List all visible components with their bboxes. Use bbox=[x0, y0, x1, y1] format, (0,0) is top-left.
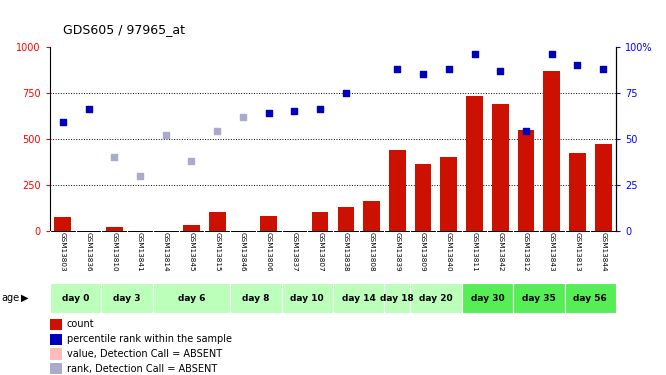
Point bbox=[444, 66, 454, 72]
Bar bbox=[462, 283, 513, 313]
Bar bbox=[543, 71, 560, 231]
Point bbox=[186, 158, 196, 164]
Text: GSM13843: GSM13843 bbox=[549, 232, 555, 272]
Text: GSM13842: GSM13842 bbox=[498, 232, 503, 272]
Bar bbox=[333, 283, 384, 313]
Bar bbox=[101, 283, 153, 313]
Text: GSM13838: GSM13838 bbox=[343, 232, 349, 272]
Text: day 30: day 30 bbox=[471, 294, 504, 303]
Bar bbox=[50, 348, 62, 360]
Text: GSM13837: GSM13837 bbox=[292, 232, 298, 272]
Bar bbox=[492, 104, 509, 231]
Text: day 8: day 8 bbox=[242, 294, 270, 303]
Text: GSM13808: GSM13808 bbox=[368, 232, 374, 272]
Bar bbox=[338, 207, 354, 231]
Bar bbox=[466, 96, 483, 231]
Bar bbox=[384, 283, 410, 313]
Text: count: count bbox=[67, 319, 94, 329]
Point bbox=[546, 51, 557, 57]
Text: day 14: day 14 bbox=[342, 294, 376, 303]
Text: GSM13811: GSM13811 bbox=[472, 232, 478, 272]
Text: GSM13813: GSM13813 bbox=[575, 232, 581, 272]
Point bbox=[598, 66, 609, 72]
Point bbox=[521, 128, 531, 134]
Text: rank, Detection Call = ABSENT: rank, Detection Call = ABSENT bbox=[67, 364, 217, 374]
Point bbox=[289, 108, 300, 114]
Text: day 35: day 35 bbox=[522, 294, 555, 303]
Text: value, Detection Call = ABSENT: value, Detection Call = ABSENT bbox=[67, 349, 222, 359]
Point bbox=[83, 106, 94, 112]
Text: GSM13845: GSM13845 bbox=[188, 232, 194, 272]
Point bbox=[418, 71, 428, 78]
Point bbox=[392, 66, 403, 72]
Bar bbox=[565, 283, 616, 313]
Bar bbox=[410, 283, 462, 313]
Point bbox=[495, 68, 505, 74]
Bar bbox=[363, 201, 380, 231]
Bar bbox=[50, 333, 62, 345]
Point bbox=[315, 106, 326, 112]
Bar bbox=[183, 225, 200, 231]
Point bbox=[238, 114, 248, 120]
Bar bbox=[517, 130, 534, 231]
Bar bbox=[50, 363, 62, 374]
Text: ▶: ▶ bbox=[21, 293, 29, 303]
Text: percentile rank within the sample: percentile rank within the sample bbox=[67, 334, 232, 344]
Text: GSM13807: GSM13807 bbox=[317, 232, 323, 272]
Bar bbox=[153, 283, 230, 313]
Text: GSM13840: GSM13840 bbox=[446, 232, 452, 272]
Text: day 0: day 0 bbox=[62, 294, 89, 303]
Text: day 6: day 6 bbox=[178, 294, 205, 303]
Bar bbox=[106, 227, 123, 231]
Point bbox=[109, 154, 120, 160]
Bar bbox=[595, 144, 611, 231]
Bar bbox=[209, 212, 226, 231]
Point bbox=[161, 132, 171, 138]
Bar bbox=[260, 216, 277, 231]
Bar bbox=[55, 217, 71, 231]
Text: GSM13803: GSM13803 bbox=[60, 232, 66, 272]
Text: GSM13844: GSM13844 bbox=[600, 232, 606, 272]
Point bbox=[57, 119, 68, 125]
Text: day 56: day 56 bbox=[573, 294, 607, 303]
Bar bbox=[282, 283, 333, 313]
Bar bbox=[230, 283, 282, 313]
Point bbox=[263, 110, 274, 116]
Text: GSM13815: GSM13815 bbox=[214, 232, 220, 272]
Text: GSM13806: GSM13806 bbox=[266, 232, 272, 272]
Text: GSM13812: GSM13812 bbox=[523, 232, 529, 272]
Bar bbox=[312, 212, 328, 231]
Text: age: age bbox=[1, 293, 19, 303]
Text: day 10: day 10 bbox=[290, 294, 324, 303]
Text: GSM13846: GSM13846 bbox=[240, 232, 246, 272]
Point bbox=[340, 90, 351, 96]
Text: day 20: day 20 bbox=[419, 294, 453, 303]
Bar bbox=[389, 150, 406, 231]
Bar bbox=[415, 165, 432, 231]
Bar bbox=[50, 319, 62, 330]
Bar bbox=[50, 283, 101, 313]
Text: day 18: day 18 bbox=[380, 294, 414, 303]
Point bbox=[572, 62, 583, 68]
Point bbox=[212, 128, 222, 134]
Text: GSM13814: GSM13814 bbox=[163, 232, 168, 272]
Text: GSM13836: GSM13836 bbox=[85, 232, 91, 272]
Text: GSM13841: GSM13841 bbox=[137, 232, 143, 272]
Point bbox=[135, 172, 145, 178]
Text: GDS605 / 97965_at: GDS605 / 97965_at bbox=[63, 22, 185, 36]
Text: GSM13810: GSM13810 bbox=[111, 232, 117, 272]
Text: GSM13839: GSM13839 bbox=[394, 232, 400, 272]
Bar bbox=[440, 157, 457, 231]
Point bbox=[469, 51, 480, 57]
Bar bbox=[513, 283, 565, 313]
Bar bbox=[569, 153, 586, 231]
Text: GSM13809: GSM13809 bbox=[420, 232, 426, 272]
Text: day 3: day 3 bbox=[113, 294, 141, 303]
